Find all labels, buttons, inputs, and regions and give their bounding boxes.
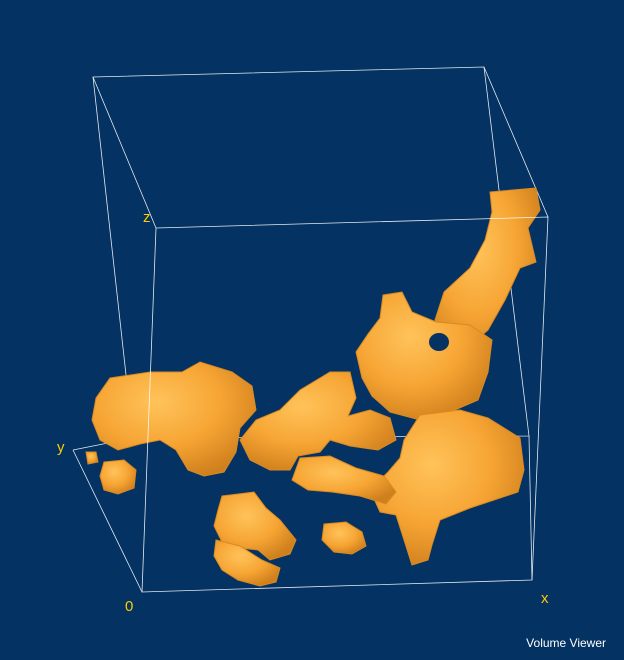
- bounding-box-front-face: [141, 216, 549, 593]
- axis-label-x: x: [541, 590, 549, 607]
- app-title: Volume Viewer: [526, 636, 606, 650]
- axis-label-z: z: [143, 209, 151, 226]
- axis-label-y: y: [57, 439, 65, 456]
- bounding-box-front: [72, 216, 549, 593]
- axis-label-origin: 0: [125, 598, 134, 615]
- bounding-box: [72, 66, 549, 581]
- isosurface: [85, 187, 541, 587]
- ring-hole: [429, 333, 449, 351]
